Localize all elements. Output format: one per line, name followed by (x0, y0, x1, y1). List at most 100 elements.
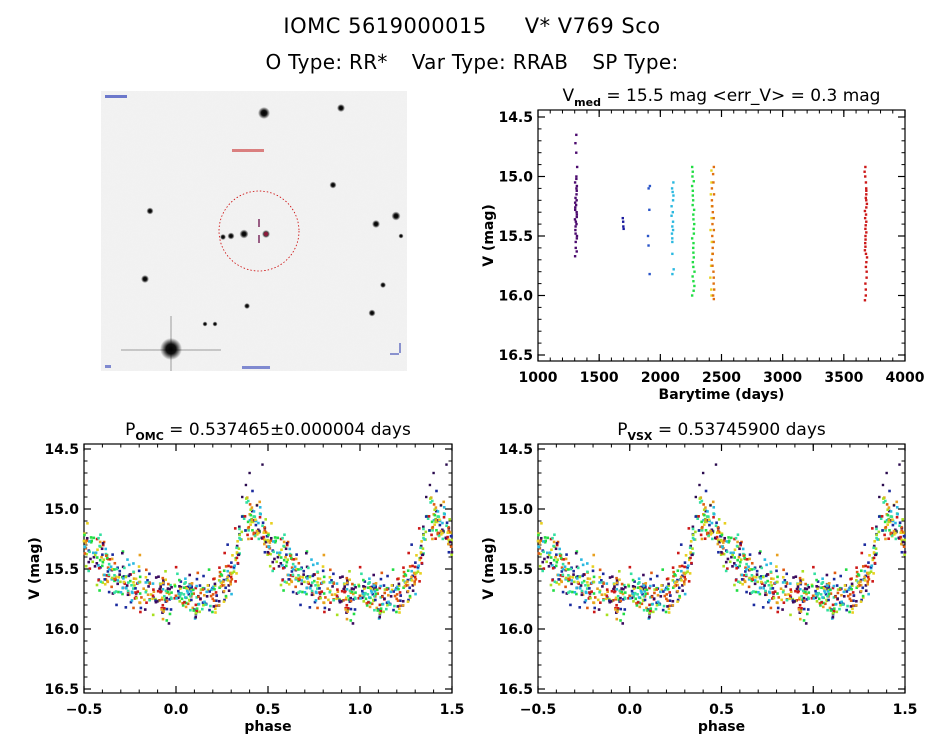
data-point (726, 557, 730, 561)
data-point (880, 515, 884, 518)
data-point (536, 539, 540, 543)
data-point (560, 570, 564, 573)
data-point (888, 509, 891, 513)
data-point (210, 588, 213, 592)
data-point (367, 601, 370, 604)
data-point (436, 510, 440, 513)
data-point (248, 518, 252, 522)
data-point (190, 582, 194, 585)
data-point (815, 578, 818, 582)
data-point (185, 587, 188, 590)
data-point (848, 593, 852, 596)
data-point (736, 558, 739, 562)
data-point (383, 588, 387, 591)
data-point (689, 556, 692, 560)
data-point (548, 551, 552, 555)
data-point (170, 591, 173, 594)
data-point (689, 540, 693, 543)
data-point (433, 513, 437, 517)
data-point (863, 249, 867, 252)
data-point (380, 571, 384, 575)
data-point (144, 581, 148, 584)
y-tick-label: 14.5 (498, 110, 533, 126)
data-point (692, 241, 695, 245)
x-tick-label: −0.5 (520, 702, 557, 718)
data-point (289, 554, 292, 557)
data-point (295, 592, 299, 595)
data-point (308, 575, 312, 579)
data-point (691, 275, 694, 278)
data-point (754, 576, 758, 579)
data-point (717, 518, 721, 521)
data-point (88, 550, 91, 554)
data-point (670, 232, 674, 235)
data-point (901, 530, 904, 534)
data-point (885, 518, 889, 522)
data-point (224, 565, 228, 568)
data-point (413, 582, 416, 586)
data-point (538, 564, 542, 568)
data-point (184, 605, 188, 609)
data-point (354, 591, 357, 594)
data-point (422, 533, 425, 537)
data-point (161, 596, 164, 600)
data-point (176, 596, 180, 600)
data-point (648, 586, 651, 590)
data-point (219, 584, 223, 588)
data-point (349, 607, 353, 611)
data-point (373, 608, 376, 612)
data-point (670, 214, 673, 217)
data-point (103, 573, 106, 577)
data-point (414, 577, 418, 581)
data-point (441, 521, 444, 525)
data-point (856, 573, 860, 576)
data-point (697, 515, 700, 518)
data-point (888, 520, 892, 524)
data-point (876, 538, 879, 541)
data-point (272, 567, 276, 570)
data-point (575, 133, 578, 137)
data-point (240, 530, 244, 534)
data-point (877, 515, 881, 518)
data-point (815, 585, 818, 588)
data-point (336, 590, 340, 594)
data-point (670, 187, 674, 190)
data-point (151, 597, 154, 601)
data-point (650, 571, 653, 575)
data-point (860, 551, 864, 555)
data-point (681, 584, 684, 587)
data-point (430, 533, 433, 537)
x-tick-label: 0.0 (164, 702, 189, 718)
data-point (838, 586, 842, 590)
data-point (866, 582, 870, 586)
data-point (582, 573, 586, 576)
data-point (108, 558, 112, 561)
data-point (274, 539, 278, 543)
data-point (434, 520, 437, 523)
data-point (710, 181, 713, 184)
data-point (121, 550, 125, 553)
data-point (574, 232, 577, 235)
data-point (874, 553, 878, 557)
image-label-bottomleft (105, 365, 111, 368)
data-point (340, 589, 344, 593)
data-point (647, 187, 650, 190)
data-point (106, 566, 110, 569)
data-point (130, 583, 133, 587)
data-point (442, 506, 446, 509)
data-point (791, 600, 795, 604)
data-point (314, 583, 317, 587)
data-point (192, 592, 196, 595)
data-point (746, 558, 749, 561)
data-point (418, 558, 422, 562)
data-point (729, 551, 733, 555)
data-point (620, 590, 624, 594)
data-point (165, 591, 169, 595)
image-label-topleft (105, 95, 127, 98)
data-point (619, 619, 622, 622)
data-point (331, 585, 334, 588)
data-point (233, 564, 237, 568)
data-point (336, 596, 339, 599)
data-point (126, 593, 130, 597)
data-point (269, 539, 273, 542)
